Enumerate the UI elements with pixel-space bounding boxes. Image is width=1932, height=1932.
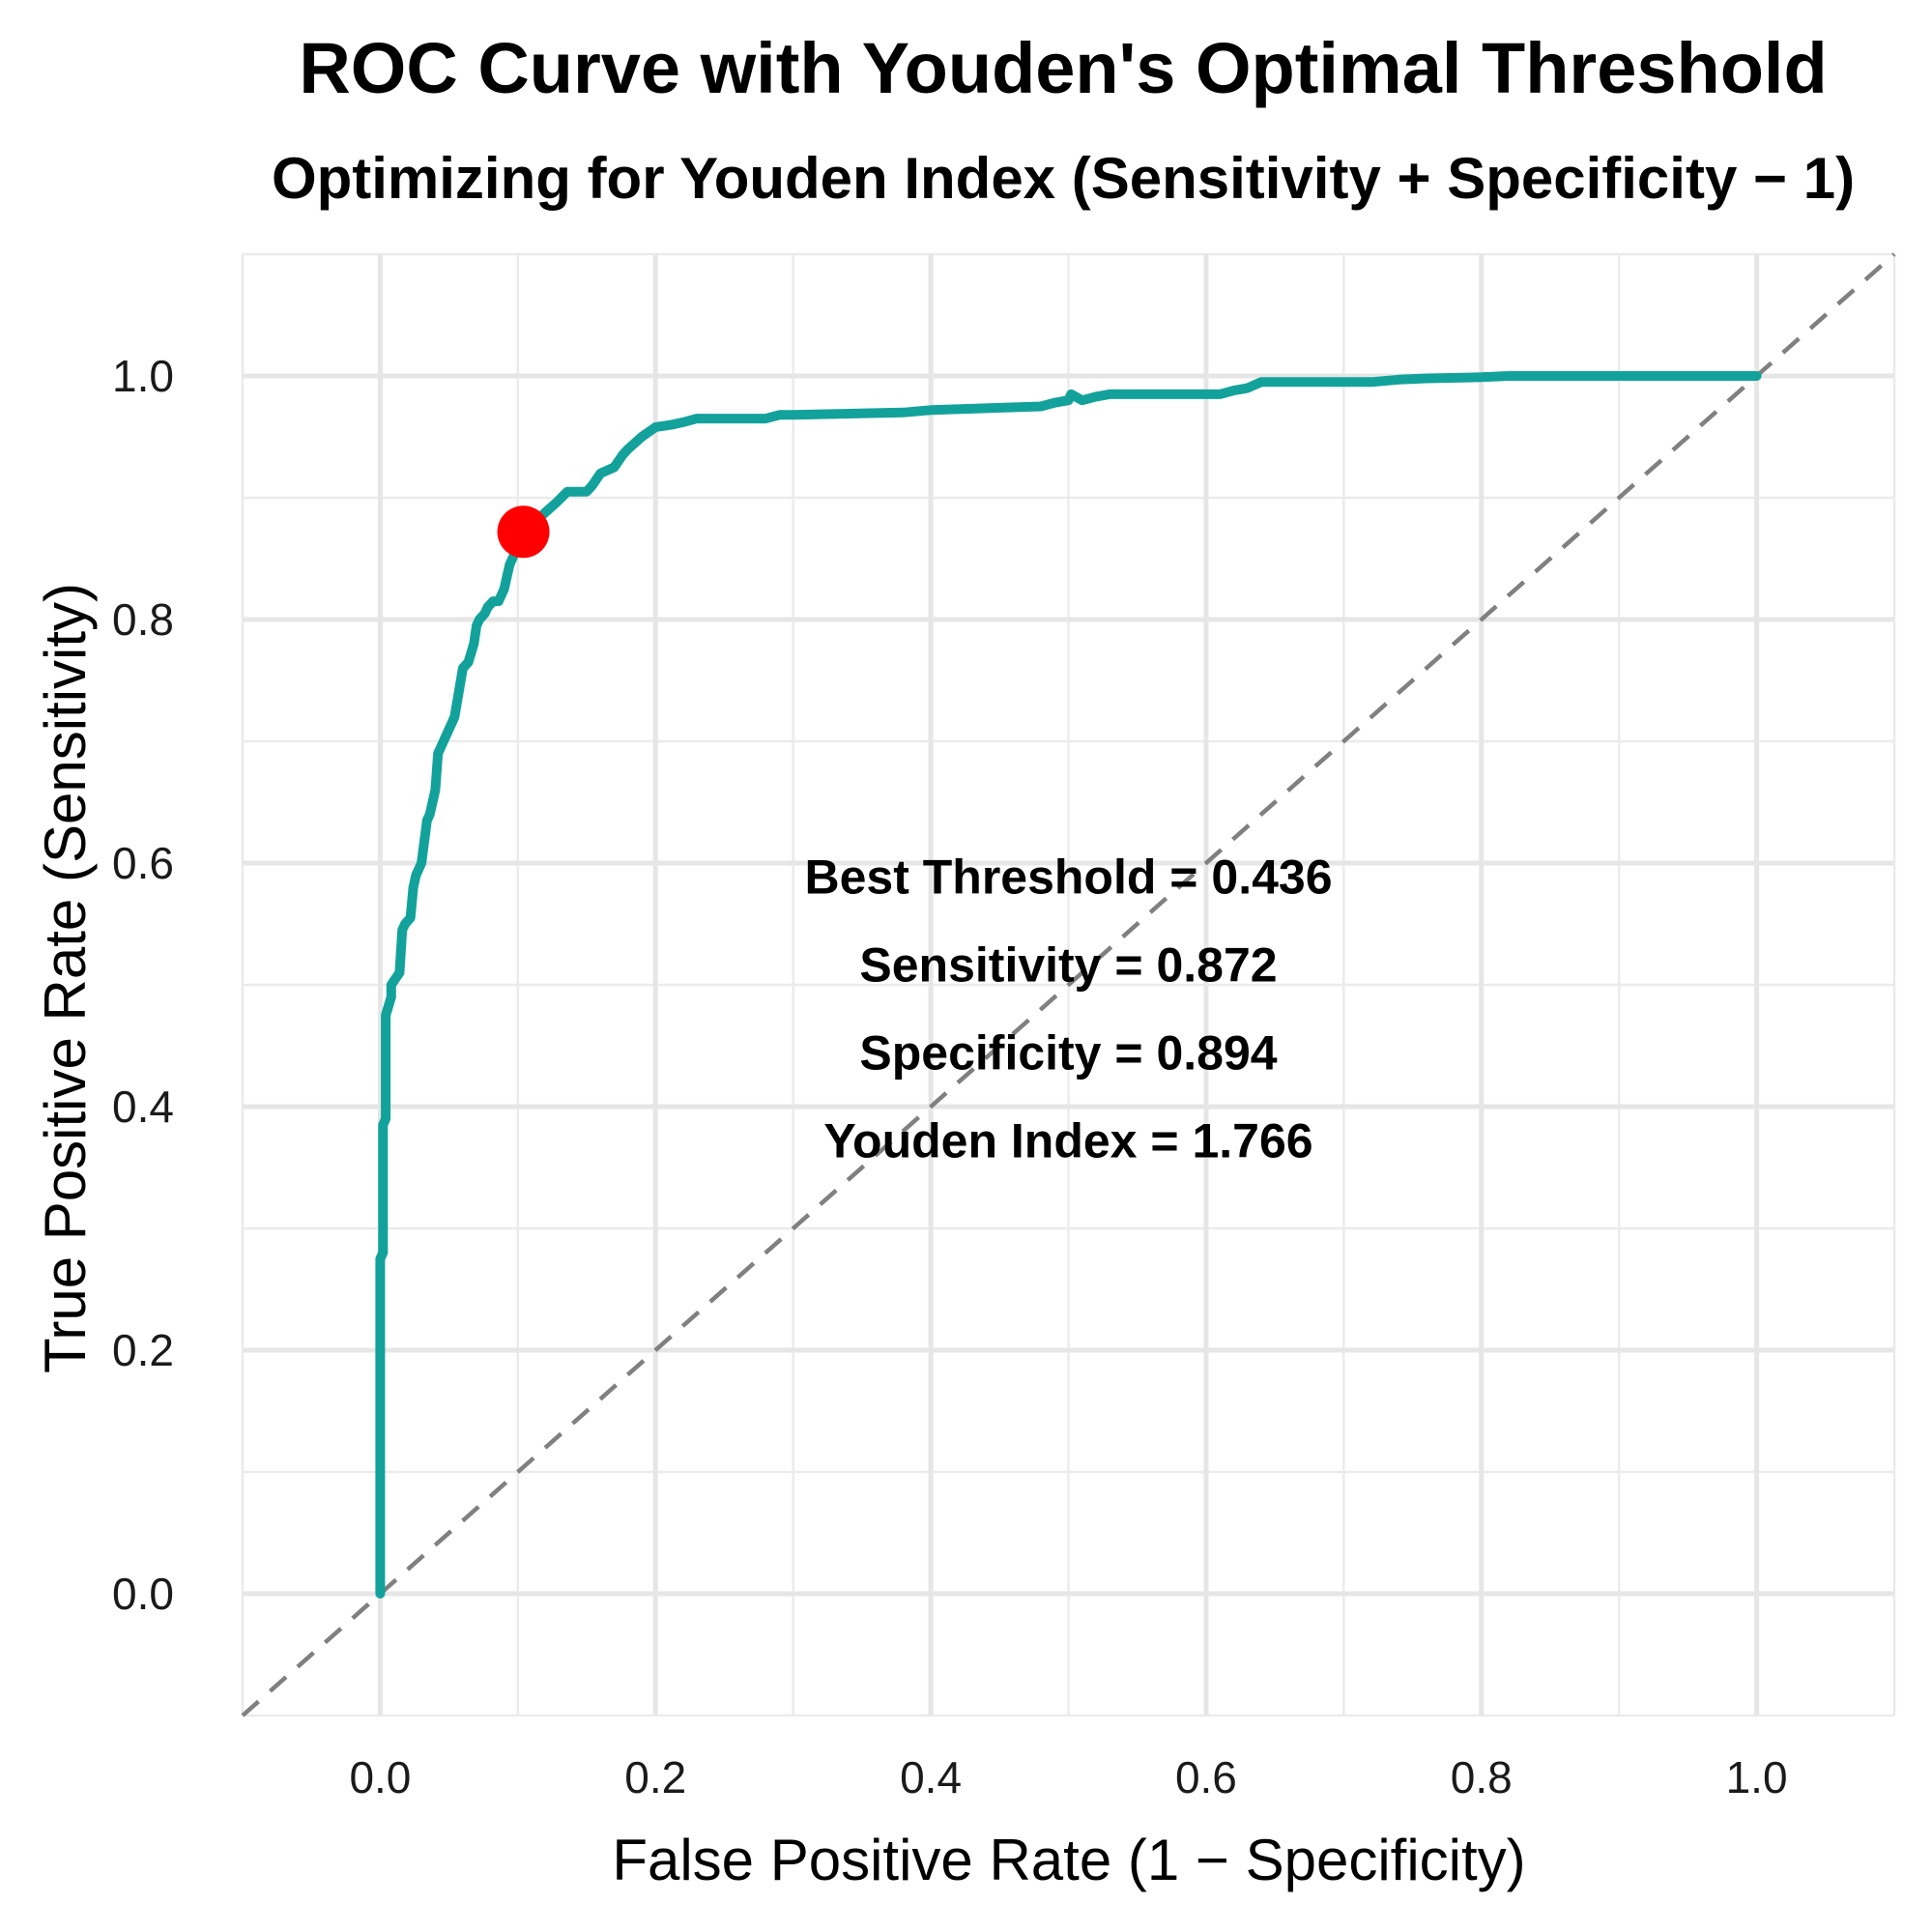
x-tick-label: 0.6 [1175,1752,1237,1802]
annotation-line: Sensitivity = 0.872 [859,938,1277,993]
y-tick-label: 0.4 [112,1081,174,1132]
optimal-threshold-point [497,505,550,559]
x-tick-label: 0.8 [1451,1752,1513,1802]
x-axis-label: False Positive Rate (1 − Specificity) [612,1828,1525,1892]
x-tick-label: 1.0 [1726,1752,1788,1802]
annotation-line: Specificity = 0.894 [859,1026,1277,1081]
x-tick-label: 0.4 [900,1752,962,1802]
chart-subtitle: Optimizing for Youden Index (Sensitivity… [272,146,1855,211]
y-tick-label: 0.8 [112,594,174,645]
chart-title: ROC Curve with Youden's Optimal Threshol… [299,28,1827,108]
y-tick-label: 0.0 [112,1569,174,1619]
chance-line-layer [241,252,1896,1717]
annotation-block: Best Threshold = 0.436 Sensitivity = 0.87… [804,851,1332,1168]
annotation-line: Best Threshold = 0.436 [804,851,1332,905]
y-axis-label: True Positive Rate (Sensitivity) [33,583,98,1373]
y-tick-label: 0.6 [112,838,174,888]
optimal-point-layer [497,505,550,559]
x-tick-label: 0.2 [624,1752,686,1802]
chance-diagonal-line [241,252,1896,1717]
tick-labels: 0.0 0.2 0.4 0.6 0.8 1.0 0.0 0.2 0.4 0.6 0.8 1.0 [112,351,1788,1802]
y-tick-label: 1.0 [112,351,174,401]
y-tick-label: 0.2 [112,1325,174,1375]
x-tick-label: 0.0 [349,1752,411,1802]
annotation-line: Youden Index = 1.766 [823,1114,1312,1168]
